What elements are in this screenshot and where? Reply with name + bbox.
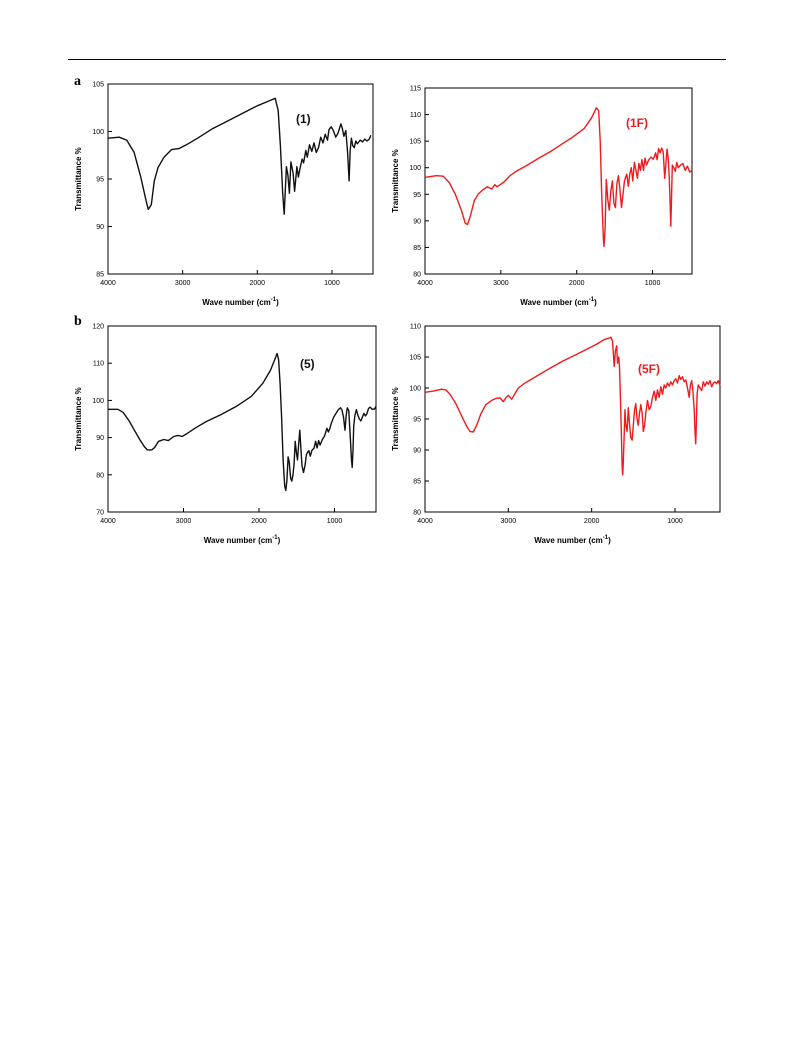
y-tick-label: 85 (96, 272, 104, 279)
x-tick-label: 2000 (569, 280, 585, 287)
x-axis-title-close: ) (276, 298, 279, 307)
y-axis-title: Transmittance % (391, 149, 400, 213)
y-tick-label: 105 (409, 355, 421, 362)
y-tick-label: 80 (96, 472, 104, 479)
y-tick-label: 115 (410, 86, 421, 93)
panel-label-b: b (74, 314, 82, 329)
y-tick-label: 120 (92, 324, 104, 331)
y-tick-label: 95 (96, 177, 104, 184)
y-axis-title: Transmittance % (74, 387, 83, 451)
curve-label: (5) (300, 357, 315, 371)
y-tick-label: 80 (413, 272, 421, 279)
y-tick-label: 90 (413, 218, 421, 225)
x-axis-title-close: ) (594, 298, 597, 307)
plot-frame (424, 325, 721, 513)
x-tick-label: 1000 (645, 280, 661, 287)
x-tick-label: 1000 (324, 280, 340, 287)
x-tick-label: 3000 (501, 518, 517, 525)
x-axis-title-text: Wave number (cm (534, 536, 603, 545)
x-axis-title: Wave number (cm-1) (520, 297, 597, 307)
y-tick-label: 110 (93, 361, 104, 368)
x-axis-title: Wave number (cm-1) (202, 297, 279, 307)
x-tick-label: 4000 (417, 280, 433, 287)
y-tick-label: 100 (92, 398, 104, 405)
y-tick-label: 95 (413, 417, 421, 424)
x-tick-label: 1000 (667, 518, 683, 525)
x-axis-title-superscript: -1 (603, 535, 609, 541)
x-tick-label: 3000 (493, 280, 509, 287)
series-line-0 (107, 97, 372, 215)
y-tick-label: 100 (92, 129, 104, 136)
plot-frame (107, 325, 377, 513)
y-tick-label: 110 (410, 112, 421, 119)
y-tick-label: 105 (92, 82, 104, 89)
curve-label: (1) (296, 112, 311, 126)
x-axis-title: Wave number (cm-1) (204, 535, 281, 545)
x-tick-label: 4000 (100, 518, 116, 525)
x-axis-title-superscript: -1 (589, 297, 595, 303)
curve-label: (5F) (638, 362, 660, 376)
series-line-0 (424, 107, 693, 248)
x-tick-label: 4000 (417, 518, 433, 525)
plot-frame (424, 87, 693, 275)
y-tick-label: 70 (96, 510, 104, 517)
x-tick-label: 2000 (584, 518, 600, 525)
y-tick-label: 100 (409, 386, 421, 393)
x-axis-title: Wave number (cm-1) (534, 535, 611, 545)
series-line-0 (108, 352, 377, 492)
x-axis-title-close: ) (608, 536, 611, 545)
y-tick-label: 80 (413, 510, 421, 517)
x-tick-label: 2000 (250, 280, 266, 287)
y-tick-label: 85 (413, 245, 421, 252)
x-tick-label: 3000 (175, 280, 191, 287)
x-axis-title-close: ) (278, 536, 281, 545)
x-axis-title-text: Wave number (cm (202, 298, 271, 307)
y-axis-title: Transmittance % (74, 147, 83, 211)
y-tick-label: 90 (413, 448, 421, 455)
series-line-0 (424, 336, 721, 476)
x-tick-label: 1000 (327, 518, 343, 525)
x-tick-label: 4000 (100, 280, 116, 287)
curve-label: (1F) (626, 116, 648, 130)
y-tick-label: 110 (410, 324, 421, 331)
page-header-rule (68, 59, 726, 60)
x-axis-title-text: Wave number (cm (520, 298, 589, 307)
y-tick-label: 85 (413, 479, 421, 486)
x-tick-label: 3000 (176, 518, 192, 525)
x-axis-title-superscript: -1 (272, 535, 278, 541)
y-tick-label: 95 (413, 192, 421, 199)
y-tick-label: 90 (96, 435, 104, 442)
panel-label-a: a (74, 74, 81, 89)
y-tick-label: 100 (409, 165, 421, 172)
x-tick-label: 2000 (251, 518, 267, 525)
y-tick-label: 90 (96, 224, 104, 231)
y-tick-label: 105 (409, 139, 421, 146)
y-axis-title: Transmittance % (391, 387, 400, 451)
x-axis-title-text: Wave number (cm (204, 536, 273, 545)
x-axis-title-superscript: -1 (271, 297, 277, 303)
